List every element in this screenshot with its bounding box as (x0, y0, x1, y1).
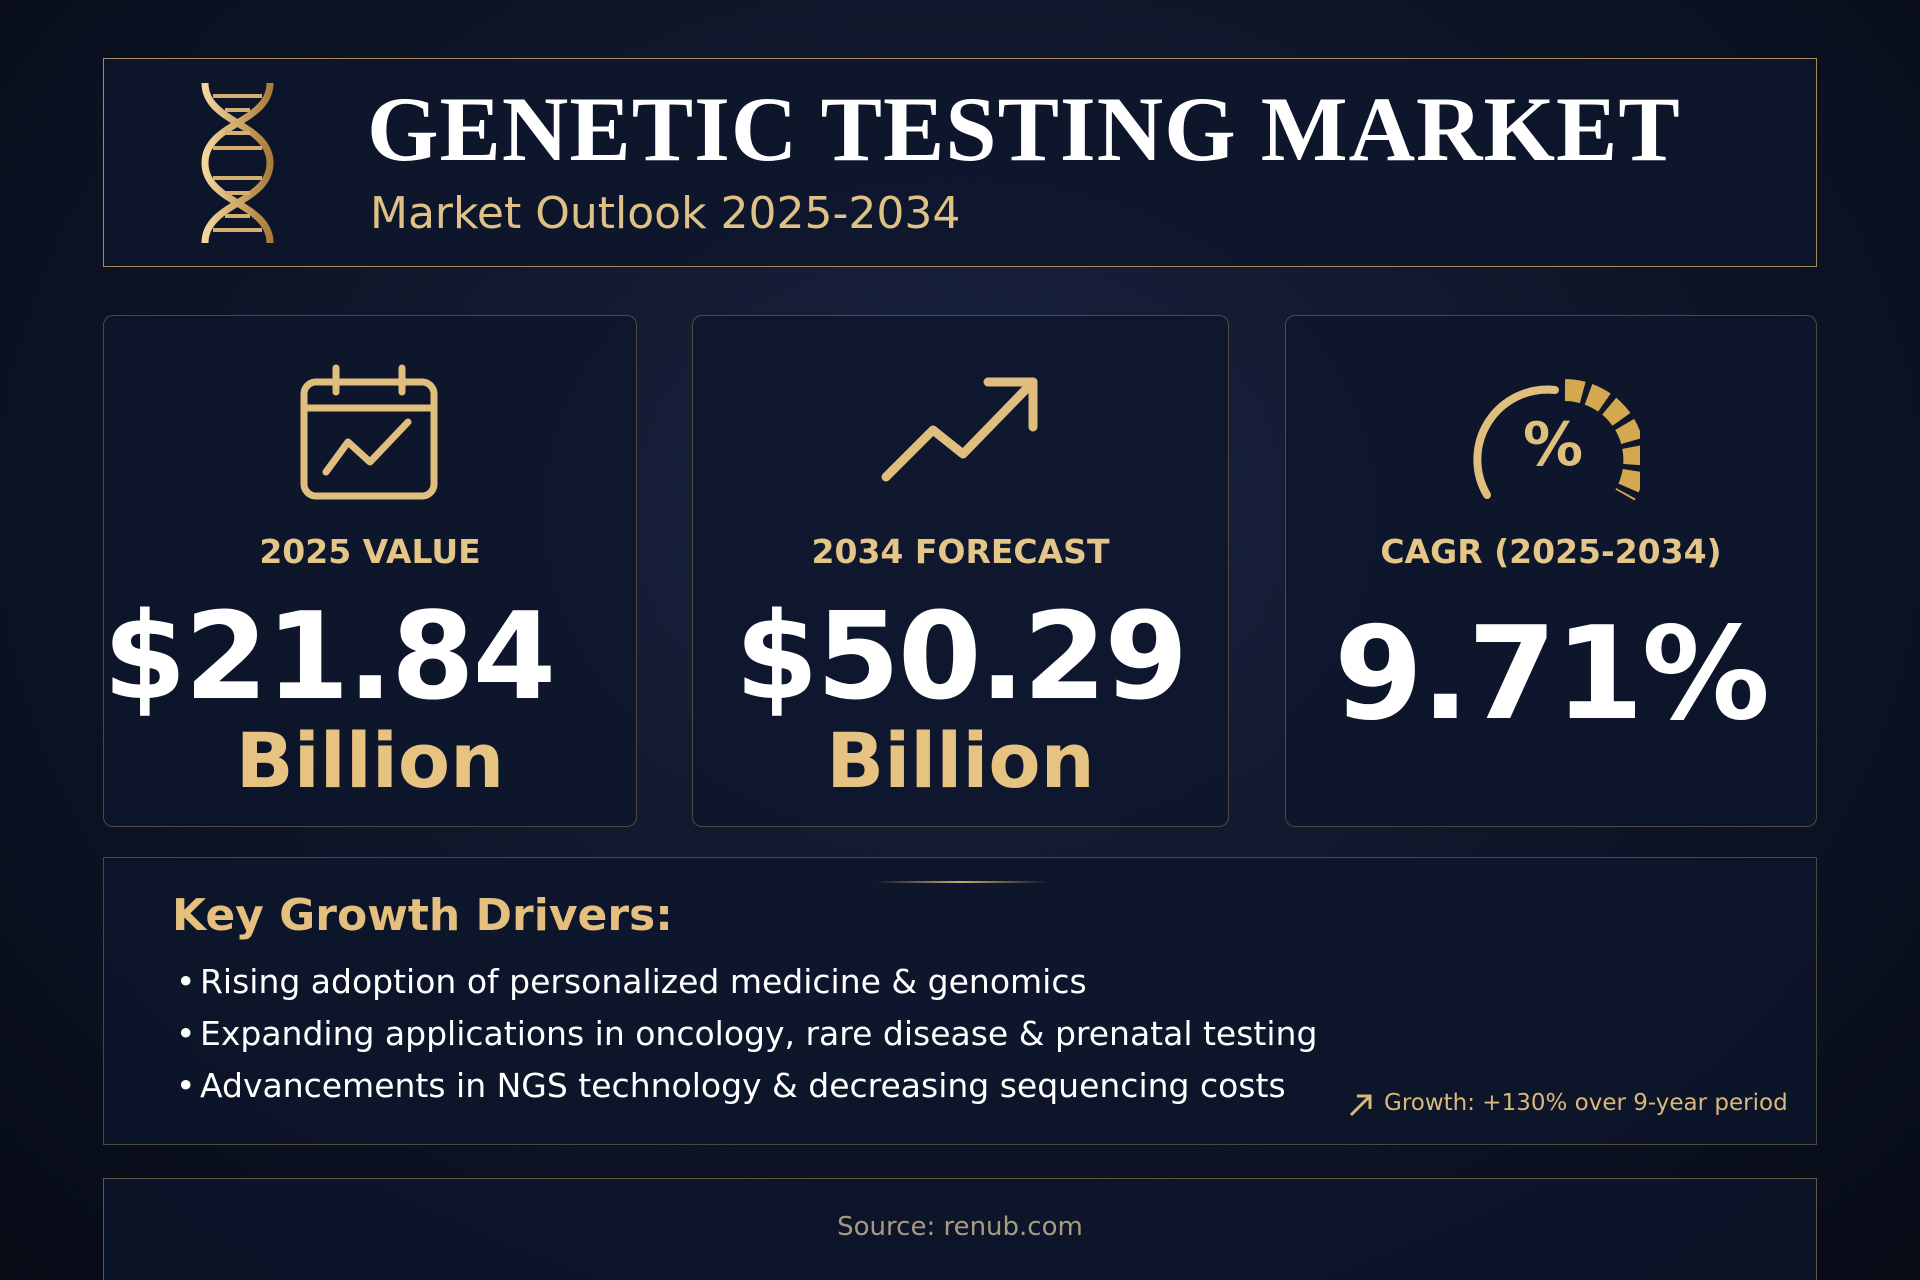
note-arrow (1349, 1094, 1372, 1117)
subtitle: Market Outlook 2025-2034 (370, 188, 961, 239)
card-unit: Billion (235, 716, 505, 805)
card-label: 2034 FORECAST (811, 532, 1110, 571)
gauge-icon: % (1473, 379, 1640, 501)
card-label: CAGR (2025-2034) (1380, 532, 1722, 571)
growth-note: Growth: +130% over 9-year period (1384, 1090, 1788, 1116)
drivers-title: Key Growth Drivers: (172, 890, 673, 941)
source: Source: renub.com (837, 1212, 1083, 1242)
card (103, 315, 637, 827)
card (692, 315, 1229, 827)
driver-item: Expanding applications in oncology, rare… (176, 1014, 1317, 1053)
card-value: 9.71% (1333, 600, 1770, 749)
title: GENETIC TESTING MARKET (367, 78, 1681, 180)
card-value: $50.29 (734, 588, 1188, 727)
card-unit: Billion (826, 716, 1095, 805)
svg-text:%: % (1523, 410, 1583, 480)
calendar-icon (300, 364, 438, 500)
card-label: 2025 VALUE (259, 532, 481, 571)
header-panel (103, 58, 1817, 267)
driver-item: Advancements in NGS technology & decreas… (176, 1066, 1286, 1105)
footer-panel (103, 1178, 1817, 1280)
dna-icon (201, 82, 274, 244)
divider (875, 881, 1047, 883)
driver-item: Rising adoption of personalized medicine… (176, 962, 1087, 1001)
card (1285, 315, 1817, 827)
trend-icon (881, 377, 1038, 482)
card-value: $21.84 (103, 588, 556, 727)
